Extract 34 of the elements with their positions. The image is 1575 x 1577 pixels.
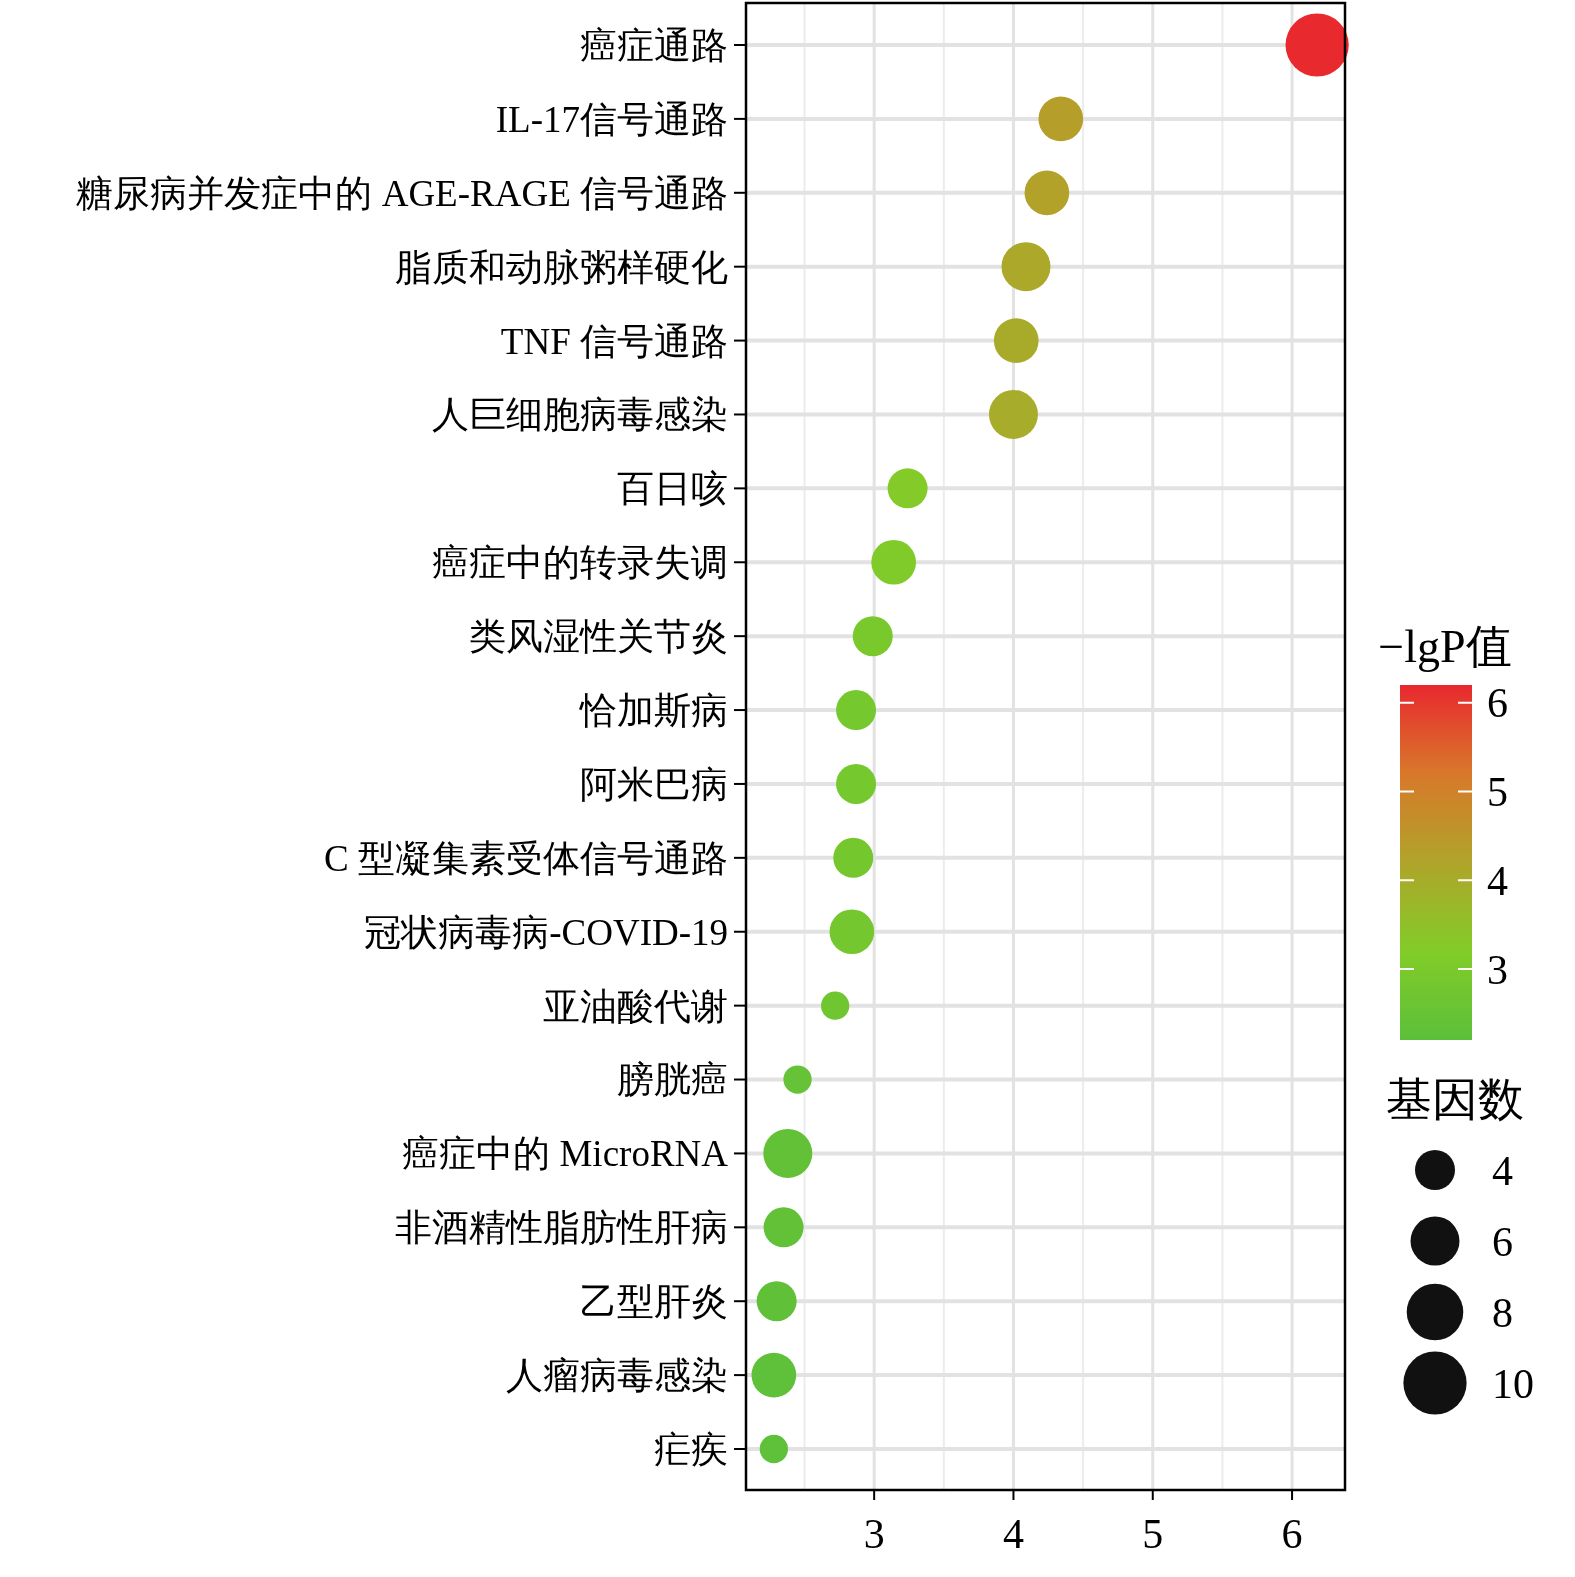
y-tick-label: 糖尿病并发症中的 AGE-RAGE 信号通路	[76, 172, 728, 214]
y-tick-label: 类风湿性关节炎	[469, 616, 728, 658]
y-tick-label: 癌症中的 MicroRNA	[402, 1133, 729, 1175]
color-bar-title: −lgP值	[1378, 621, 1512, 672]
x-tick-label: 5	[1142, 1511, 1164, 1557]
legend-label: 8	[1492, 1289, 1513, 1336]
y-tick-label: 恰加斯病	[579, 690, 728, 731]
y-tick-label: 人瘤病毒感染	[506, 1355, 728, 1397]
y-tick-label: 百日咳	[617, 468, 728, 510]
y-tick-label: 癌症通路	[580, 24, 728, 66]
y-tick-label: 膀胱癌	[617, 1059, 728, 1101]
y-tick-label: 疟疾	[654, 1428, 728, 1470]
legend-label: 6	[1492, 1218, 1513, 1265]
legend-label: 4	[1492, 1147, 1513, 1194]
y-tick-label: C 型凝集素受体信号通路	[324, 837, 728, 879]
y-tick-label: 乙型肝炎	[580, 1281, 728, 1323]
x-tick-label: 3	[863, 1511, 885, 1557]
legend-title: 基因数	[1386, 1074, 1524, 1125]
y-tick-label: 脂质和动脉粥样硬化	[395, 246, 728, 288]
color-bar-label: 5	[1487, 769, 1508, 816]
legend-label: 10	[1492, 1360, 1534, 1407]
y-tick-label: TNF 信号通路	[500, 320, 728, 362]
x-tick-label: 4	[1002, 1511, 1024, 1557]
color-bar-label: 3	[1487, 946, 1508, 993]
color-bar-label: 6	[1487, 680, 1508, 727]
y-tick-label: 冠状病毒病-COVID-19	[364, 911, 728, 953]
y-tick-label: 亚油酸代谢	[543, 985, 728, 1027]
y-tick-label: 非酒精性脂肪性肝病	[395, 1207, 728, 1249]
y-tick-label: 癌症中的转录失调	[432, 542, 728, 584]
color-bar-label: 4	[1487, 857, 1508, 904]
y-tick-label: 人巨细胞病毒感染	[432, 394, 728, 436]
x-tick-label: 6	[1281, 1511, 1303, 1557]
y-tick-label: 阿米巴病	[580, 763, 728, 805]
y-tick-label: IL-17信号通路	[495, 98, 728, 140]
